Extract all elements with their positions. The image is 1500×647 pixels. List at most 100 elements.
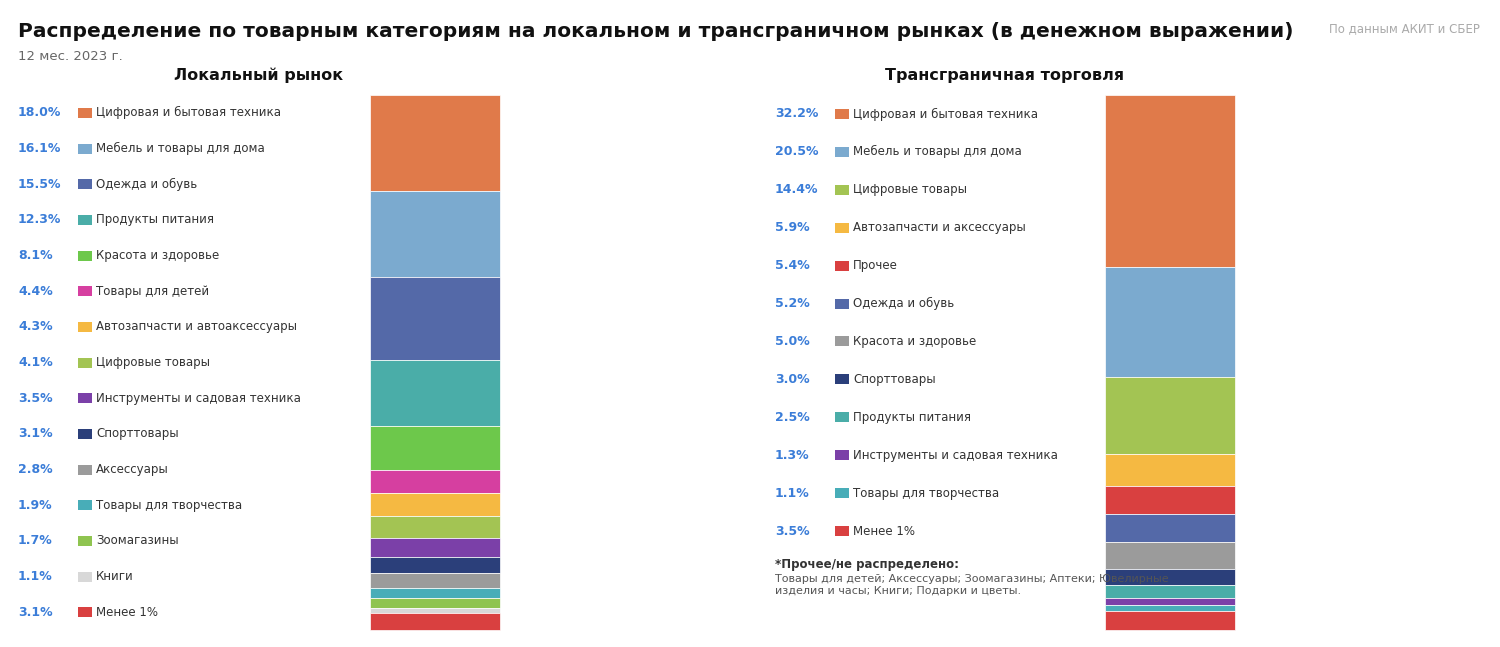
Text: Товары для детей: Товары для детей — [96, 285, 208, 298]
Text: 20.5%: 20.5% — [776, 146, 819, 159]
Text: 12 мес. 2023 г.: 12 мес. 2023 г. — [18, 50, 123, 63]
Text: 5.4%: 5.4% — [776, 259, 810, 272]
Text: Цифровая и бытовая техника: Цифровая и бытовая техника — [853, 107, 1038, 120]
Bar — [78, 571, 92, 582]
Text: Трансграничная торговля: Трансграничная торговля — [885, 68, 1125, 83]
Text: 16.1%: 16.1% — [18, 142, 62, 155]
Bar — [370, 588, 500, 598]
Text: 8.1%: 8.1% — [18, 249, 53, 262]
Text: 3.1%: 3.1% — [18, 606, 53, 619]
Bar — [370, 470, 500, 493]
Text: 4.4%: 4.4% — [18, 285, 53, 298]
Bar — [78, 144, 92, 153]
Text: 3.0%: 3.0% — [776, 373, 810, 386]
Text: *Прочее/не распределено:: *Прочее/не распределено: — [776, 558, 958, 571]
Text: Менее 1%: Менее 1% — [853, 525, 915, 538]
Bar — [78, 465, 92, 474]
Text: Автозапчасти и автоаксессуары: Автозапчасти и автоаксессуары — [96, 320, 297, 333]
Text: 4.3%: 4.3% — [18, 320, 53, 333]
Text: 12.3%: 12.3% — [18, 214, 62, 226]
Bar — [836, 109, 849, 119]
Bar — [370, 95, 500, 192]
Text: Продукты питания: Продукты питания — [96, 214, 214, 226]
Bar — [836, 185, 849, 195]
Text: 15.5%: 15.5% — [18, 178, 62, 191]
Text: Мебель и товары для дома: Мебель и товары для дома — [853, 146, 1022, 159]
Bar — [370, 608, 500, 613]
Text: 1.7%: 1.7% — [18, 534, 53, 547]
Bar — [1106, 585, 1234, 598]
Bar — [1106, 598, 1234, 606]
Text: Автозапчасти и аксессуары: Автозапчасти и аксессуары — [853, 221, 1026, 234]
Bar — [78, 607, 92, 617]
Bar — [1106, 485, 1234, 514]
Bar — [836, 261, 849, 270]
Bar — [78, 215, 92, 225]
Bar — [370, 516, 500, 538]
Bar — [836, 298, 849, 309]
Text: 5.0%: 5.0% — [776, 335, 810, 348]
Text: Мебель и товары для дома: Мебель и товары для дома — [96, 142, 264, 155]
Bar — [370, 360, 500, 426]
Bar — [836, 336, 849, 346]
Text: Аксессуары: Аксессуары — [96, 463, 168, 476]
Bar — [370, 192, 500, 278]
Bar — [370, 493, 500, 516]
Bar — [370, 613, 500, 630]
Bar — [78, 393, 92, 403]
Text: 18.0%: 18.0% — [18, 106, 62, 119]
Text: 2.8%: 2.8% — [18, 463, 53, 476]
Text: 1.1%: 1.1% — [776, 487, 810, 499]
Bar — [836, 526, 849, 536]
Text: 4.1%: 4.1% — [18, 356, 53, 369]
Text: 1.9%: 1.9% — [18, 499, 53, 512]
Text: 1.3%: 1.3% — [776, 449, 810, 462]
Text: Менее 1%: Менее 1% — [96, 606, 158, 619]
Bar — [1106, 454, 1234, 485]
Bar — [78, 429, 92, 439]
Text: 5.9%: 5.9% — [776, 221, 810, 234]
Text: Цифровые товары: Цифровые товары — [853, 183, 968, 196]
Text: Спорттовары: Спорттовары — [96, 427, 178, 441]
Text: Зоомагазины: Зоомагазины — [96, 534, 178, 547]
Bar — [1106, 267, 1234, 377]
Bar — [1106, 611, 1234, 630]
Bar — [1106, 606, 1234, 611]
Text: Распределение по товарным категориям на локальном и трансграничном рынках (в ден: Распределение по товарным категориям на … — [18, 22, 1293, 41]
Bar — [836, 223, 849, 233]
Text: 32.2%: 32.2% — [776, 107, 819, 120]
Bar — [370, 598, 500, 608]
Text: Цифровая и бытовая техника: Цифровая и бытовая техника — [96, 106, 280, 120]
Bar — [836, 488, 849, 498]
Bar — [78, 536, 92, 546]
Bar — [836, 450, 849, 460]
Bar — [78, 286, 92, 296]
Bar — [370, 573, 500, 588]
Text: Одежда и обувь: Одежда и обувь — [96, 178, 198, 191]
Text: Товары для творчества: Товары для творчества — [853, 487, 999, 499]
Bar — [836, 375, 849, 384]
Text: По данным АКИТ и СБЕР: По данным АКИТ и СБЕР — [1329, 22, 1480, 35]
Text: Красота и здоровье: Красота и здоровье — [96, 249, 219, 262]
Text: 2.5%: 2.5% — [776, 411, 810, 424]
Bar — [370, 278, 500, 360]
Bar — [1106, 377, 1234, 454]
Bar — [78, 250, 92, 261]
Bar — [836, 412, 849, 422]
Bar — [370, 556, 500, 573]
Text: 3.5%: 3.5% — [18, 391, 53, 404]
Bar — [78, 108, 92, 118]
Text: 1.1%: 1.1% — [18, 570, 53, 583]
Text: Инструменты и садовая техника: Инструменты и садовая техника — [96, 391, 302, 404]
Bar — [370, 426, 500, 470]
Text: Красота и здоровье: Красота и здоровье — [853, 335, 976, 348]
Text: Спорттовары: Спорттовары — [853, 373, 936, 386]
Text: 3.5%: 3.5% — [776, 525, 810, 538]
Bar — [836, 147, 849, 157]
Text: Прочее: Прочее — [853, 259, 898, 272]
Bar — [78, 500, 92, 510]
Text: Товары для детей; Аксессуары; Зоомагазины; Аптеки; Ювелирные
изделия и часы; Кни: Товары для детей; Аксессуары; Зоомагазин… — [776, 574, 1168, 596]
Text: 14.4%: 14.4% — [776, 183, 819, 196]
Bar — [78, 179, 92, 189]
Bar — [370, 538, 500, 556]
